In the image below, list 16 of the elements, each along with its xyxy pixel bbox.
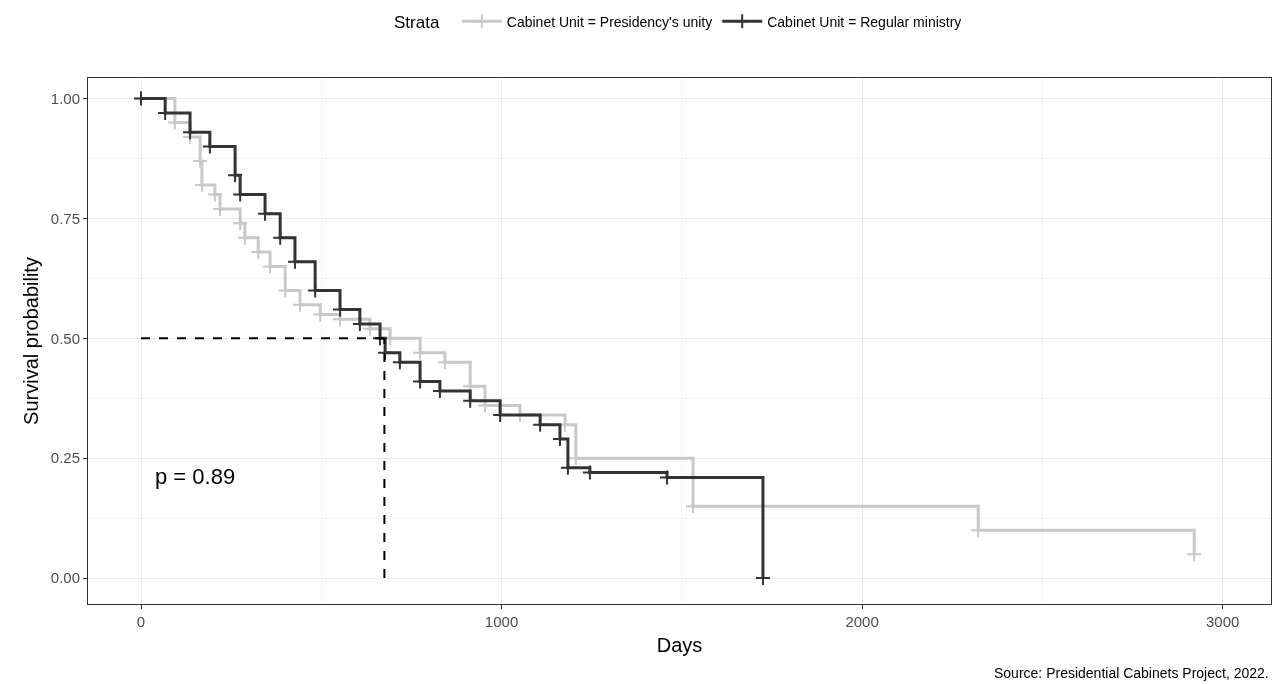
x-axis-title: Days <box>656 633 703 656</box>
y-tick-label: 0.75 <box>50 209 80 227</box>
legend-label: Cabinet Unit = Regular ministry <box>767 13 962 30</box>
x-tick-label: 0 <box>136 613 146 630</box>
legend-title: Strata <box>394 12 449 32</box>
source-note: Source: Presidential Cabinets Project, 2022. <box>994 665 1269 681</box>
annotation: p = 0.89 <box>155 464 236 489</box>
y-tick-label: 0.50 <box>50 329 80 347</box>
x-tick-label: 1000 <box>484 613 519 630</box>
y-tick-label: 0.00 <box>50 569 80 587</box>
x-tick-label: 2000 <box>845 613 879 630</box>
y-tick-label: 1.00 <box>50 89 80 107</box>
y-axis-title: Survival probability <box>20 257 42 425</box>
legend-label: Cabinet Unit = Presidency's unity <box>506 13 713 30</box>
y-tick-label: 0.25 <box>50 449 80 467</box>
x-tick-label: 3000 <box>1205 613 1240 630</box>
